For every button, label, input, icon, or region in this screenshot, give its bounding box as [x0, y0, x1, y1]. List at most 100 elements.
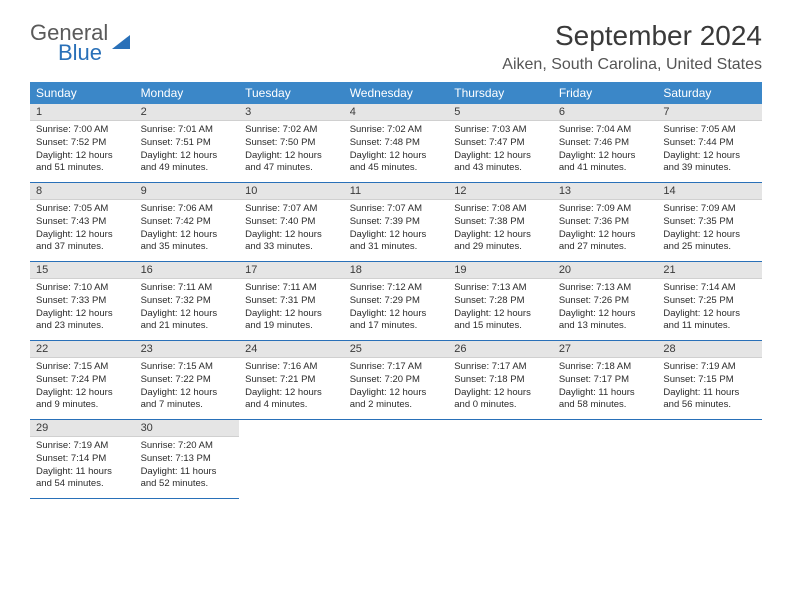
day-number: 26: [448, 341, 553, 358]
day-body: Sunrise: 7:11 AMSunset: 7:31 PMDaylight:…: [239, 279, 344, 337]
day-body: Sunrise: 7:09 AMSunset: 7:36 PMDaylight:…: [553, 200, 658, 258]
daylight-line: Daylight: 11 hours and 58 minutes.: [559, 387, 652, 413]
sunrise-line: Sunrise: 7:20 AM: [141, 440, 234, 453]
calendar-cell: 17Sunrise: 7:11 AMSunset: 7:31 PMDayligh…: [239, 262, 344, 341]
day-body: Sunrise: 7:14 AMSunset: 7:25 PMDaylight:…: [657, 279, 762, 337]
day-body: Sunrise: 7:15 AMSunset: 7:24 PMDaylight:…: [30, 358, 135, 416]
calendar-cell: 2Sunrise: 7:01 AMSunset: 7:51 PMDaylight…: [135, 104, 240, 183]
sunrise-line: Sunrise: 7:15 AM: [36, 361, 129, 374]
calendar-cell: 4Sunrise: 7:02 AMSunset: 7:48 PMDaylight…: [344, 104, 449, 183]
sunset-line: Sunset: 7:29 PM: [350, 295, 443, 308]
daylight-line: Daylight: 11 hours and 56 minutes.: [663, 387, 756, 413]
calendar-cell: 8Sunrise: 7:05 AMSunset: 7:43 PMDaylight…: [30, 183, 135, 262]
day-name-3: Wednesday: [344, 82, 449, 104]
day-body: Sunrise: 7:07 AMSunset: 7:40 PMDaylight:…: [239, 200, 344, 258]
sunset-line: Sunset: 7:39 PM: [350, 216, 443, 229]
calendar-cell: 23Sunrise: 7:15 AMSunset: 7:22 PMDayligh…: [135, 341, 240, 420]
calendar-cell: 3Sunrise: 7:02 AMSunset: 7:50 PMDaylight…: [239, 104, 344, 183]
sunrise-line: Sunrise: 7:07 AM: [350, 203, 443, 216]
calendar-cell: 7Sunrise: 7:05 AMSunset: 7:44 PMDaylight…: [657, 104, 762, 183]
calendar-cell: 25Sunrise: 7:17 AMSunset: 7:20 PMDayligh…: [344, 341, 449, 420]
day-number: 8: [30, 183, 135, 200]
sunset-line: Sunset: 7:48 PM: [350, 137, 443, 150]
calendar-cell: [239, 420, 344, 499]
month-title: September 2024: [502, 20, 762, 52]
sunset-line: Sunset: 7:44 PM: [663, 137, 756, 150]
logo: General Blue: [30, 20, 130, 66]
day-body: Sunrise: 7:09 AMSunset: 7:35 PMDaylight:…: [657, 200, 762, 258]
calendar-cell: 24Sunrise: 7:16 AMSunset: 7:21 PMDayligh…: [239, 341, 344, 420]
sunrise-line: Sunrise: 7:13 AM: [559, 282, 652, 295]
day-body: Sunrise: 7:13 AMSunset: 7:26 PMDaylight:…: [553, 279, 658, 337]
day-name-4: Thursday: [448, 82, 553, 104]
day-number: 4: [344, 104, 449, 121]
sunrise-line: Sunrise: 7:04 AM: [559, 124, 652, 137]
daylight-line: Daylight: 12 hours and 49 minutes.: [141, 150, 234, 176]
calendar-cell: 14Sunrise: 7:09 AMSunset: 7:35 PMDayligh…: [657, 183, 762, 262]
sunset-line: Sunset: 7:35 PM: [663, 216, 756, 229]
daylight-line: Daylight: 12 hours and 4 minutes.: [245, 387, 338, 413]
daylight-line: Daylight: 11 hours and 54 minutes.: [36, 466, 129, 492]
daylight-line: Daylight: 12 hours and 37 minutes.: [36, 229, 129, 255]
sunset-line: Sunset: 7:17 PM: [559, 374, 652, 387]
day-body: Sunrise: 7:11 AMSunset: 7:32 PMDaylight:…: [135, 279, 240, 337]
calendar-body: 1Sunrise: 7:00 AMSunset: 7:52 PMDaylight…: [30, 104, 762, 499]
day-number: 14: [657, 183, 762, 200]
calendar-week-row: 29Sunrise: 7:19 AMSunset: 7:14 PMDayligh…: [30, 420, 762, 499]
daylight-line: Daylight: 12 hours and 23 minutes.: [36, 308, 129, 334]
day-body: Sunrise: 7:03 AMSunset: 7:47 PMDaylight:…: [448, 121, 553, 179]
sunset-line: Sunset: 7:22 PM: [141, 374, 234, 387]
location: Aiken, South Carolina, United States: [502, 56, 762, 74]
daylight-line: Daylight: 12 hours and 13 minutes.: [559, 308, 652, 334]
sunset-line: Sunset: 7:51 PM: [141, 137, 234, 150]
daylight-line: Daylight: 12 hours and 43 minutes.: [454, 150, 547, 176]
calendar-cell: [344, 420, 449, 499]
day-number: 29: [30, 420, 135, 437]
sunrise-line: Sunrise: 7:09 AM: [663, 203, 756, 216]
day-number: 21: [657, 262, 762, 279]
calendar-cell: 26Sunrise: 7:17 AMSunset: 7:18 PMDayligh…: [448, 341, 553, 420]
sunrise-line: Sunrise: 7:11 AM: [245, 282, 338, 295]
day-body: Sunrise: 7:02 AMSunset: 7:48 PMDaylight:…: [344, 121, 449, 179]
sunrise-line: Sunrise: 7:19 AM: [36, 440, 129, 453]
sunset-line: Sunset: 7:14 PM: [36, 453, 129, 466]
sunset-line: Sunset: 7:46 PM: [559, 137, 652, 150]
sunrise-line: Sunrise: 7:17 AM: [454, 361, 547, 374]
daylight-line: Daylight: 12 hours and 19 minutes.: [245, 308, 338, 334]
daylight-line: Daylight: 12 hours and 45 minutes.: [350, 150, 443, 176]
sunrise-line: Sunrise: 7:11 AM: [141, 282, 234, 295]
calendar-cell: 11 Sunrise: 7:07 AMSunset: 7:39 PMDayligh…: [344, 183, 449, 262]
sunrise-line: Sunrise: 7:05 AM: [36, 203, 129, 216]
calendar-week-row: 8Sunrise: 7:05 AMSunset: 7:43 PMDaylight…: [30, 183, 762, 262]
calendar-cell: 28Sunrise: 7:19 AMSunset: 7:15 PMDayligh…: [657, 341, 762, 420]
calendar-cell: [448, 420, 553, 499]
daylight-line: Daylight: 12 hours and 35 minutes.: [141, 229, 234, 255]
calendar-cell: 10Sunrise: 7:07 AMSunset: 7:40 PMDayligh…: [239, 183, 344, 262]
sunrise-line: Sunrise: 7:07 AM: [245, 203, 338, 216]
day-number: 25: [344, 341, 449, 358]
sunrise-line: Sunrise: 7:14 AM: [663, 282, 756, 295]
day-number: 18: [344, 262, 449, 279]
calendar-cell: 29 Sunrise: 7:19 AMSunset: 7:14 PMDayligh…: [30, 420, 135, 499]
sunset-line: Sunset: 7:38 PM: [454, 216, 547, 229]
sunset-line: Sunset: 7:26 PM: [559, 295, 652, 308]
calendar-week-row: 1Sunrise: 7:00 AMSunset: 7:52 PMDaylight…: [30, 104, 762, 183]
day-number: 7: [657, 104, 762, 121]
sunrise-line: Sunrise: 7:17 AM: [350, 361, 443, 374]
day-number: 19: [448, 262, 553, 279]
sunrise-line: Sunrise: 7:03 AM: [454, 124, 547, 137]
daylight-line: Daylight: 12 hours and 47 minutes.: [245, 150, 338, 176]
day-body: Sunrise: 7:04 AMSunset: 7:46 PMDaylight:…: [553, 121, 658, 179]
day-number: 10: [239, 183, 344, 200]
day-number: 11: [344, 183, 449, 200]
daylight-line: Daylight: 12 hours and 31 minutes.: [350, 229, 443, 255]
sunset-line: Sunset: 7:36 PM: [559, 216, 652, 229]
calendar-cell: 19Sunrise: 7:13 AMSunset: 7:28 PMDayligh…: [448, 262, 553, 341]
day-body: Sunrise: 7:01 AMSunset: 7:51 PMDaylight:…: [135, 121, 240, 179]
calendar-cell: 27Sunrise: 7:18 AMSunset: 7:17 PMDayligh…: [553, 341, 658, 420]
daylight-line: Daylight: 11 hours and 52 minutes.: [141, 466, 234, 492]
day-name-1: Monday: [135, 82, 240, 104]
day-names-row: SundayMondayTuesdayWednesdayThursdayFrid…: [30, 82, 762, 104]
daylight-line: Daylight: 12 hours and 0 minutes.: [454, 387, 547, 413]
day-body: Sunrise: 7:13 AMSunset: 7:28 PMDaylight:…: [448, 279, 553, 337]
